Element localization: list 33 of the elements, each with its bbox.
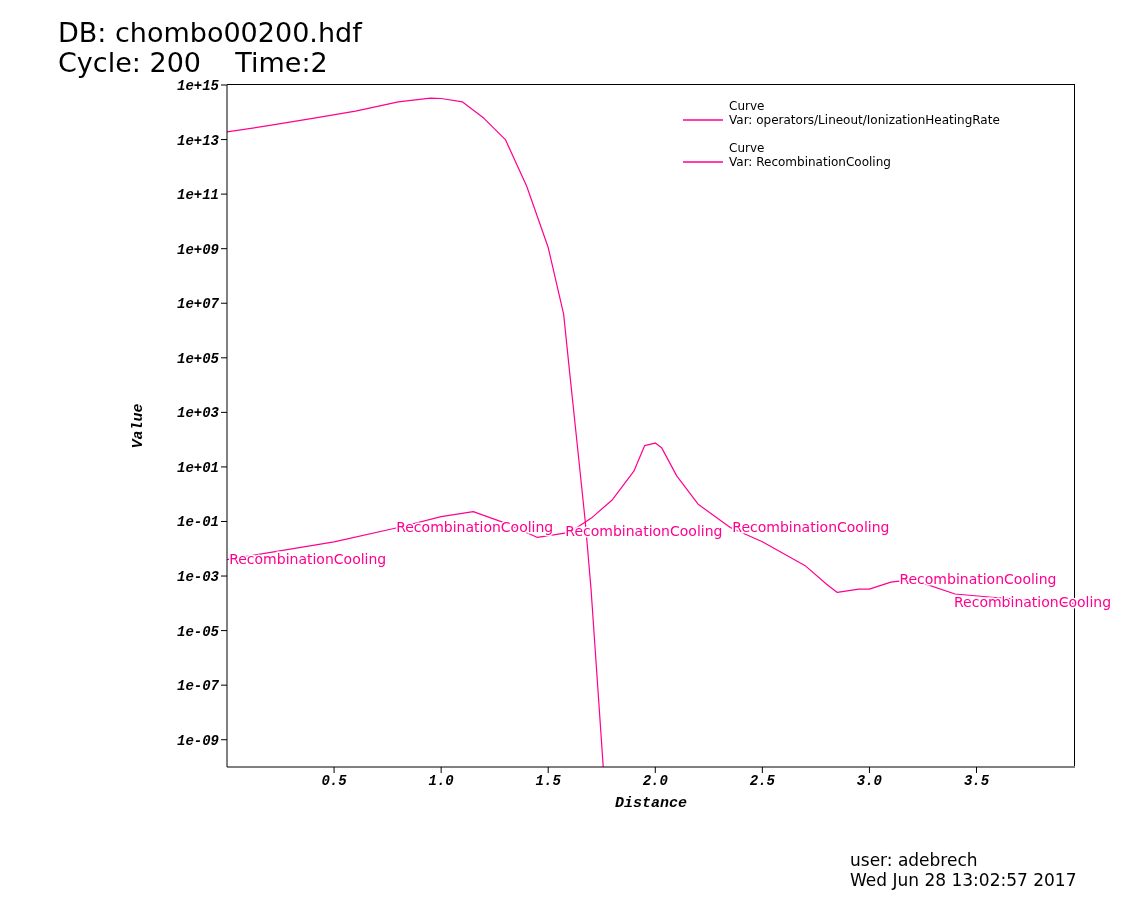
y-axis-title: Value <box>130 403 148 449</box>
y-tick-label: 1e+09 <box>176 241 219 258</box>
x-axis-title: Distance <box>614 795 688 812</box>
x-tick-label: 2.5 <box>749 772 776 789</box>
x-tick-label: 3.5 <box>963 772 990 789</box>
legend-label: Var: RecombinationCooling <box>729 155 891 169</box>
y-tick-label: 1e+11 <box>176 187 219 204</box>
y-tick-label: 1e+13 <box>176 132 220 149</box>
y-tick-label: 1e-03 <box>176 569 220 586</box>
y-tick-label: 1e+15 <box>176 77 220 94</box>
x-tick-label: 2.0 <box>642 772 668 789</box>
annotation: RecombinationCooling <box>229 550 387 567</box>
x-tick-label: 0.5 <box>321 772 348 789</box>
chart-title: DB: chombo00200.hdf <box>58 17 362 48</box>
text: Curve <box>729 141 765 155</box>
x-tick-label: 3.0 <box>856 772 883 789</box>
annotation: RecombinationCooling <box>732 518 890 535</box>
chart-subtitle: Cycle: 200 Time:2 <box>58 47 329 78</box>
y-tick-label: 1e+05 <box>176 350 220 367</box>
y-tick-label: 1e+01 <box>176 459 219 476</box>
y-tick-label: 1e-09 <box>176 732 219 749</box>
legend-title: Curve <box>728 99 766 113</box>
y-tick-label: 1e+07 <box>176 296 220 313</box>
text: user: adebrech <box>850 850 979 870</box>
x-tick-label: 1.0 <box>428 772 454 789</box>
annotation: RecombinationCooling <box>899 571 1057 588</box>
y-tick-label: 1e-07 <box>176 678 220 695</box>
y-tick-label: 1e-01 <box>176 514 219 531</box>
text: Wed Jun 28 13:02:57 2017 <box>850 870 1077 890</box>
legend-label: Var: operators/Lineout/IonizationHeatingRate <box>729 113 1000 127</box>
y-tick-label: 1e-05 <box>176 623 220 640</box>
y-tick-label: 1e+03 <box>176 405 220 422</box>
x-tick-label: 1.5 <box>535 772 562 789</box>
